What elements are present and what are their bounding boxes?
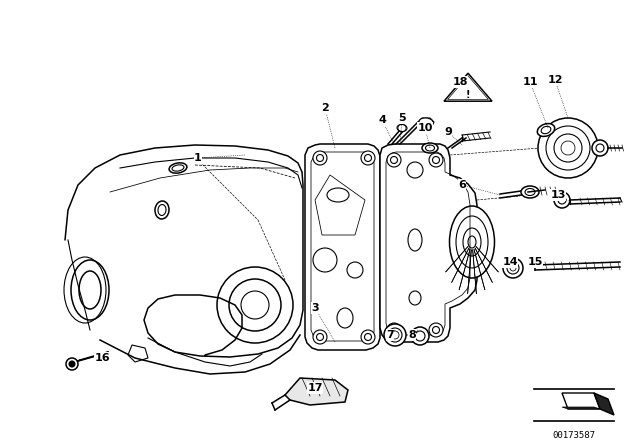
Ellipse shape — [503, 258, 523, 278]
Text: 14: 14 — [502, 257, 518, 267]
Text: 11: 11 — [522, 77, 538, 87]
Polygon shape — [594, 393, 614, 415]
Circle shape — [66, 358, 78, 370]
Circle shape — [313, 151, 327, 165]
Text: 5: 5 — [398, 113, 406, 123]
Circle shape — [538, 118, 598, 178]
Polygon shape — [285, 378, 348, 405]
Polygon shape — [305, 144, 380, 350]
Ellipse shape — [384, 324, 406, 346]
Text: 2: 2 — [321, 103, 329, 113]
Text: 4: 4 — [378, 115, 386, 125]
Circle shape — [317, 333, 323, 340]
Ellipse shape — [419, 118, 433, 126]
Circle shape — [313, 330, 327, 344]
Text: 10: 10 — [417, 123, 433, 133]
Circle shape — [317, 155, 323, 161]
Text: 8: 8 — [408, 330, 416, 340]
Polygon shape — [380, 144, 477, 342]
Ellipse shape — [397, 125, 407, 132]
Circle shape — [429, 153, 443, 167]
Text: !: ! — [466, 90, 470, 100]
Text: 7: 7 — [386, 330, 394, 340]
Text: 9: 9 — [444, 127, 452, 137]
Text: 16: 16 — [94, 353, 110, 363]
Circle shape — [554, 192, 570, 208]
Ellipse shape — [538, 124, 555, 137]
Text: 17: 17 — [307, 383, 323, 393]
Polygon shape — [444, 73, 492, 101]
Polygon shape — [418, 118, 434, 126]
Polygon shape — [562, 407, 600, 409]
Circle shape — [365, 155, 371, 161]
Circle shape — [387, 323, 401, 337]
Ellipse shape — [411, 327, 429, 345]
Circle shape — [387, 153, 401, 167]
Circle shape — [69, 361, 75, 367]
Text: 15: 15 — [527, 257, 543, 267]
Circle shape — [429, 323, 443, 337]
Text: 3: 3 — [311, 303, 319, 313]
Circle shape — [361, 151, 375, 165]
Text: 6: 6 — [458, 180, 466, 190]
Text: 13: 13 — [550, 190, 566, 200]
Ellipse shape — [449, 206, 495, 278]
Circle shape — [592, 140, 608, 156]
Ellipse shape — [422, 143, 438, 153]
Text: 12: 12 — [547, 75, 563, 85]
Text: 00173587: 00173587 — [552, 431, 595, 440]
Polygon shape — [562, 393, 600, 409]
Circle shape — [365, 333, 371, 340]
Text: 1: 1 — [194, 153, 202, 163]
Ellipse shape — [521, 186, 539, 198]
Text: 18: 18 — [452, 77, 468, 87]
Circle shape — [361, 330, 375, 344]
